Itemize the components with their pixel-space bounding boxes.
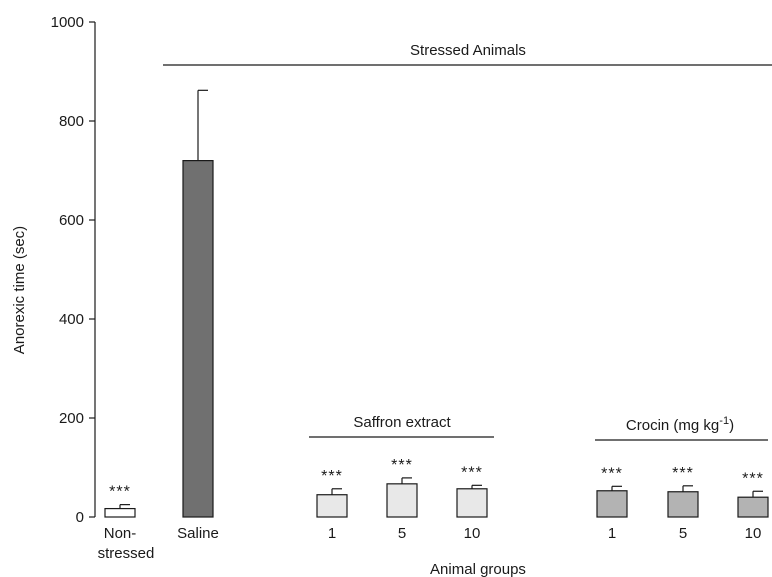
crocin-label-sup: -1	[719, 415, 729, 427]
bar	[596, 490, 628, 518]
x-tick-label: Saline	[177, 525, 219, 542]
significance-marker: ***	[321, 468, 343, 485]
y-tick-label: 600	[59, 212, 84, 229]
bar	[182, 160, 214, 518]
bars-group	[104, 160, 769, 518]
significance-marker: ***	[461, 464, 483, 481]
bar	[667, 491, 699, 518]
significance-marker: ***	[109, 484, 131, 501]
x-tick-label: 5	[398, 525, 406, 542]
x-tick-label: 10	[745, 525, 762, 542]
bar	[386, 483, 418, 518]
significance-marker: ***	[742, 470, 764, 487]
y-tick-label: 800	[59, 113, 84, 130]
significance-marker: ***	[672, 465, 694, 482]
bar	[737, 496, 769, 518]
stressed-animals-label: Stressed Animals	[410, 42, 526, 59]
x-tick-label: 5	[679, 525, 687, 542]
y-tick-label: 400	[59, 311, 84, 328]
y-ticks: 0 200 400 600 800 1000	[51, 14, 95, 526]
bar	[316, 494, 348, 518]
crocin-label-close: )	[729, 417, 734, 434]
y-tick-label: 1000	[51, 14, 84, 31]
bar	[456, 488, 488, 518]
y-tick-label: 0	[76, 509, 84, 526]
x-tick-label: 1	[328, 525, 336, 542]
x-tick-label: 10	[464, 525, 481, 542]
crocin-label: Crocin (mg kg-1)	[626, 415, 734, 434]
x-axis-title: Animal groups	[430, 561, 526, 577]
y-axis-title: Anorexic time (sec)	[11, 226, 28, 354]
saffron-extract-label: Saffron extract	[353, 414, 451, 431]
y-tick-label: 200	[59, 410, 84, 427]
bar	[104, 507, 136, 518]
significance-marker: ***	[391, 457, 413, 474]
x-tick-label: 1	[608, 525, 616, 542]
crocin-label-main: Crocin (mg kg	[626, 417, 719, 434]
error-bars-group	[119, 89, 763, 509]
x-tick-label-line2: stressed	[98, 545, 155, 562]
x-tick-label: Non-	[104, 525, 137, 542]
significance-markers: *** *** *** *** *** *** ***	[109, 457, 764, 501]
significance-marker: ***	[601, 465, 623, 482]
